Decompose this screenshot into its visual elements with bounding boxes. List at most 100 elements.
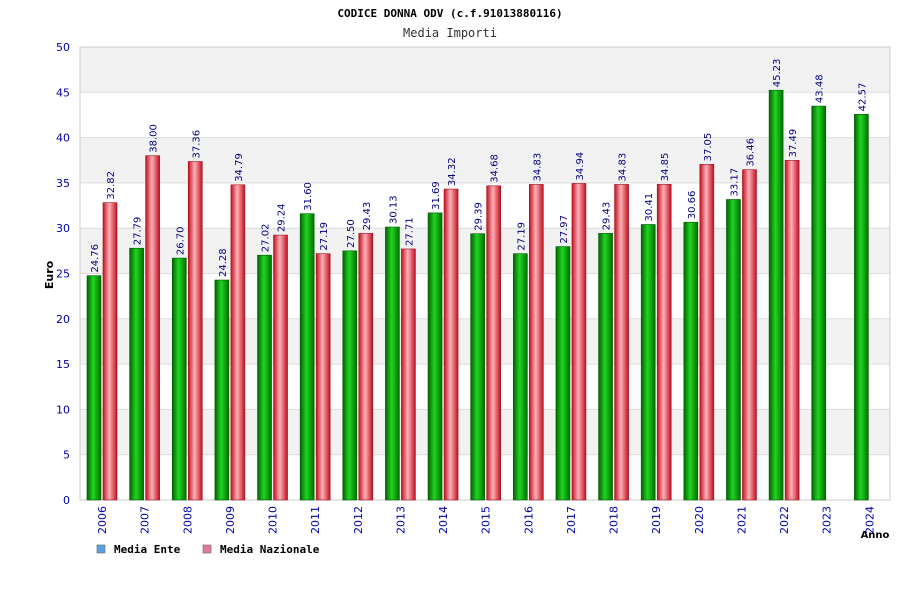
bar-media-nazionale	[486, 185, 501, 501]
data-label: 38.00	[149, 124, 160, 153]
bar-media-ente	[86, 275, 102, 501]
bar-media-ente	[513, 253, 528, 501]
y-tick-label: 5	[63, 449, 70, 462]
bar-media-nazionale	[187, 161, 203, 501]
bar-media-nazionale	[614, 184, 629, 501]
x-tick-label: 2008	[181, 506, 194, 534]
grid-band	[80, 47, 890, 93]
bar-media-ente	[726, 199, 741, 501]
x-tick-label: 2014	[437, 506, 450, 534]
x-tick-label: 2019	[650, 506, 663, 534]
bar-media-nazionale	[571, 183, 587, 501]
legend-swatch	[202, 544, 212, 554]
y-tick-label: 10	[56, 403, 70, 416]
x-tick-label: 2018	[608, 506, 621, 534]
data-label: 30.66	[687, 191, 698, 220]
y-tick-label: 0	[63, 494, 70, 507]
data-label: 36.46	[745, 138, 756, 167]
bar-media-ente	[257, 254, 272, 501]
x-tick-label: 2024	[863, 506, 876, 534]
data-label: 34.85	[660, 153, 671, 182]
bar-media-ente	[171, 257, 187, 501]
bar-media-nazionale	[742, 169, 757, 501]
data-label: 34.79	[234, 153, 245, 182]
x-axis: 2006 2007 2008 2009 2010 2011 2012 2013 2014 2015…	[96, 506, 876, 534]
data-label: 30.41	[644, 193, 655, 222]
data-label: 31.69	[431, 181, 442, 210]
bar-media-ente	[129, 247, 144, 501]
bar-media-ente	[768, 89, 784, 501]
x-tick-label: 2016	[522, 506, 535, 534]
data-label: 27.79	[133, 217, 144, 246]
plot-border	[79, 46, 891, 501]
y-tick-label: 45	[56, 86, 70, 99]
data-label: 29.24	[277, 203, 288, 232]
x-tick-label: 2011	[309, 506, 322, 534]
data-label: 34.83	[618, 153, 629, 182]
bar-media-nazionale	[145, 155, 160, 501]
x-tick-label: 2012	[352, 506, 365, 534]
data-label: 27.19	[319, 222, 330, 251]
data-label: 32.82	[106, 171, 117, 200]
bar-media-nazionale	[656, 183, 672, 501]
x-tick-label: 2020	[693, 506, 706, 534]
x-tick-label: 2023	[821, 506, 834, 534]
data-label: 34.68	[490, 154, 501, 183]
x-tick-label: 2013	[394, 506, 407, 534]
x-tick-label: 2006	[96, 506, 109, 534]
data-label: 27.50	[346, 219, 357, 248]
data-label: 34.94	[575, 152, 586, 181]
bar-media-ente	[598, 233, 613, 501]
y-axis: 0 5 10 15 20 25 30 35 40 45 50	[56, 41, 70, 507]
data-label: 37.36	[191, 130, 202, 159]
data-label: 27.02	[261, 224, 272, 253]
chart-title: CODICE DONNA ODV (c.f.91013880116)	[337, 7, 562, 20]
data-label: 31.60	[303, 182, 314, 211]
y-tick-label: 15	[56, 358, 70, 371]
y-tick-label: 20	[56, 313, 70, 326]
bar-media-ente	[811, 105, 827, 501]
bar-media-ente	[385, 226, 400, 501]
bar-media-nazionale	[358, 233, 374, 501]
data-label: 29.39	[474, 202, 485, 231]
data-label: 27.19	[516, 222, 527, 251]
bar-media-ente	[214, 279, 230, 501]
x-tick-label: 2015	[480, 506, 493, 534]
data-label: 29.43	[362, 202, 373, 231]
x-tick-label: 2010	[267, 506, 280, 534]
y-tick-label: 35	[56, 177, 70, 190]
bar-media-ente	[555, 246, 571, 501]
data-label: 37.05	[703, 133, 714, 162]
y-axis-label: Euro	[43, 260, 56, 289]
bar-media-ente	[427, 212, 443, 501]
data-label: 42.57	[857, 83, 868, 112]
x-tick-label: 2022	[778, 506, 791, 534]
x-tick-label: 2009	[224, 506, 237, 534]
chart-subtitle: Media Importi	[403, 26, 497, 40]
y-tick-label: 25	[56, 268, 70, 281]
bar-media-nazionale	[315, 253, 331, 501]
bar-media-nazionale	[230, 184, 246, 501]
bar-media-nazionale	[699, 164, 715, 501]
data-label: 34.32	[447, 157, 458, 186]
bar-media-ente	[470, 233, 485, 501]
data-label: 27.97	[559, 215, 570, 244]
data-label: 43.48	[815, 74, 826, 103]
bars: 24.76 32.82 27.79 38.00 26.70 37.36 24.28 34.79…	[86, 59, 869, 501]
data-label: 24.28	[218, 248, 229, 277]
data-label: 30.13	[388, 195, 399, 224]
data-label: 34.83	[532, 153, 543, 182]
y-tick-label: 40	[56, 132, 70, 145]
bar-media-nazionale	[784, 160, 800, 501]
legend-entry: Media Ente	[114, 543, 181, 556]
bar-media-nazionale	[273, 234, 288, 501]
legend-entry: Media Nazionale	[220, 543, 320, 556]
data-label: 29.43	[602, 202, 613, 231]
bar-media-ente	[342, 250, 358, 501]
bar-media-ente	[683, 221, 699, 501]
data-label: 37.49	[788, 129, 799, 158]
bar-media-ente	[854, 114, 869, 501]
data-label: 45.23	[772, 59, 783, 88]
y-tick-label: 30	[56, 222, 70, 235]
